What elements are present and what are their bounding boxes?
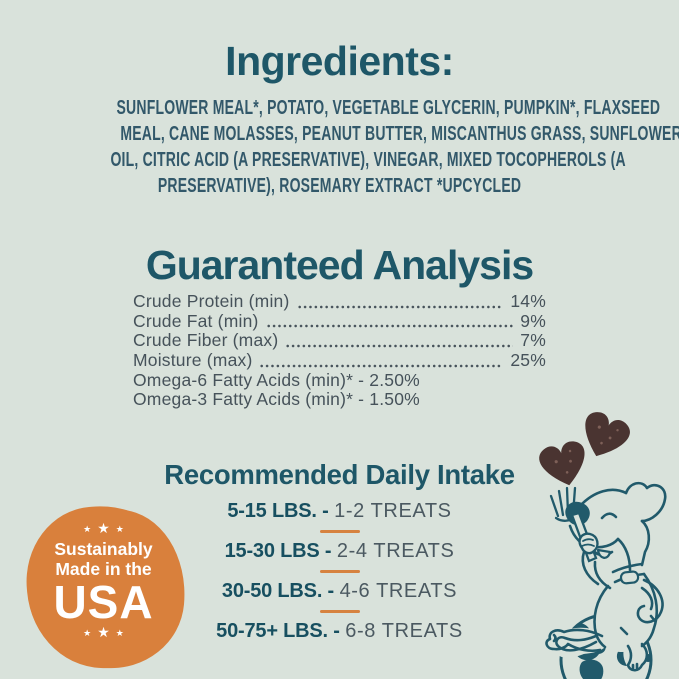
analysis-label: Omega-3 Fatty Acids (min)* - 1.50% (133, 389, 420, 410)
heart-treat-icon (539, 441, 585, 486)
analysis-row: Crude Protein (min) 14% (133, 291, 546, 311)
analysis-value: 9% (520, 310, 546, 331)
analysis-row: Moisture (max) 25% (133, 350, 546, 370)
dot-leader (265, 324, 514, 329)
intake-weight: 50-75+ LBS. - (216, 620, 340, 642)
intake-weight: 30-50 LBS. - (221, 580, 334, 602)
analysis-label: Omega-6 Fatty Acids (min)* - 2.50% (133, 369, 420, 390)
intake-amount: 1-2 TREATS (334, 500, 452, 522)
analysis-row: Omega-3 Fatty Acids (min)* - 1.50% (133, 389, 546, 409)
heart-treat-icon (585, 412, 630, 457)
analysis-row: Omega-6 Fatty Acids (min)* - 2.50% (133, 370, 546, 390)
badge-usa-text: USA (53, 576, 154, 628)
intake-weight: 15-30 LBS - (224, 540, 332, 562)
intake-amount: 4-6 TREATS (339, 580, 458, 602)
analysis-label: Crude Fat (min) (133, 310, 259, 331)
star-icon: ★ (97, 519, 110, 536)
dot-leader (285, 344, 514, 349)
ingredients-list: SUNFLOWER MEAL*, POTATO, VEGETABLE GLYCE… (0, 96, 679, 200)
analysis-value: 25% (510, 350, 546, 371)
dog-tongue (596, 548, 612, 559)
badge-text-line: Sustainably (54, 539, 153, 559)
collar-tag (619, 570, 640, 585)
dog-paw (578, 532, 599, 555)
ingredients-line: OIL, CITRIC ACID (A PRESERVATIVE), VINEG… (110, 149, 626, 171)
dot-leader (296, 304, 504, 309)
star-icon: ★ (83, 628, 92, 638)
star-icon: ★ (115, 628, 124, 638)
intake-row: 15-30 LBS - 2-4 TREATS (225, 539, 455, 563)
intake-row: 5-15 LBS. - 1-2 TREATS (227, 499, 451, 523)
analysis-label: Crude Fiber (max) (133, 330, 279, 351)
dot-leader (259, 363, 504, 368)
ingredients-heading: Ingredients: (225, 38, 454, 84)
intake-amount: 2-4 TREATS (336, 540, 455, 562)
stars-row: ★ ★ ★ (83, 519, 124, 536)
ingredients-line: SUNFLOWER MEAL*, POTATO, VEGETABLE GLYCE… (116, 97, 661, 119)
analysis-row: Crude Fiber (max) 7% (133, 330, 546, 350)
guaranteed-analysis-heading: Guaranteed Analysis (145, 242, 534, 288)
made-in-usa-badge: ★ ★ ★ Sustainably Made in the USA ★ ★ ★ (20, 499, 187, 675)
daily-intake-heading: Recommended Daily Intake (164, 459, 515, 490)
intake-row: 30-50 LBS. - 4-6 TREATS (222, 579, 457, 603)
analysis-value: 14% (510, 291, 546, 311)
guaranteed-analysis-table: Crude Protein (min) 14% Crude Fat (min) … (133, 291, 546, 409)
daily-intake-table: 5-15 LBS. - 1-2 TREATS 15-30 LBS - 2-4 T… (0, 499, 679, 643)
divider (319, 530, 360, 533)
intake-weight: 5-15 LBS. - (227, 500, 329, 522)
made-in-usa-badge-content: ★ ★ ★ Sustainably Made in the USA ★ ★ ★ (27, 506, 180, 668)
stars-row: ★ ★ ★ (83, 623, 124, 640)
analysis-row: Crude Fat (min) 9% (133, 311, 546, 331)
star-icon: ★ (97, 623, 110, 640)
ingredients-line: MEAL, CANE MOLASSES, PEANUT BUTTER, MISC… (120, 123, 679, 145)
analysis-label: Crude Protein (min) (133, 291, 290, 311)
analysis-value: 7% (520, 330, 546, 351)
intake-row: 50-75+ LBS. - 6-8 TREATS (216, 619, 463, 643)
divider (319, 610, 360, 613)
ingredients-line: PRESERVATIVE), ROSEMARY EXTRACT *UPCYCLE… (157, 175, 522, 197)
divider (319, 570, 360, 573)
intake-amount: 6-8 TREATS (345, 620, 463, 642)
star-icon: ★ (115, 524, 124, 534)
dog-illustration (518, 388, 679, 679)
star-icon: ★ (83, 524, 92, 534)
dog-body-fill (553, 582, 657, 671)
analysis-label: Moisture (max) (133, 350, 253, 371)
